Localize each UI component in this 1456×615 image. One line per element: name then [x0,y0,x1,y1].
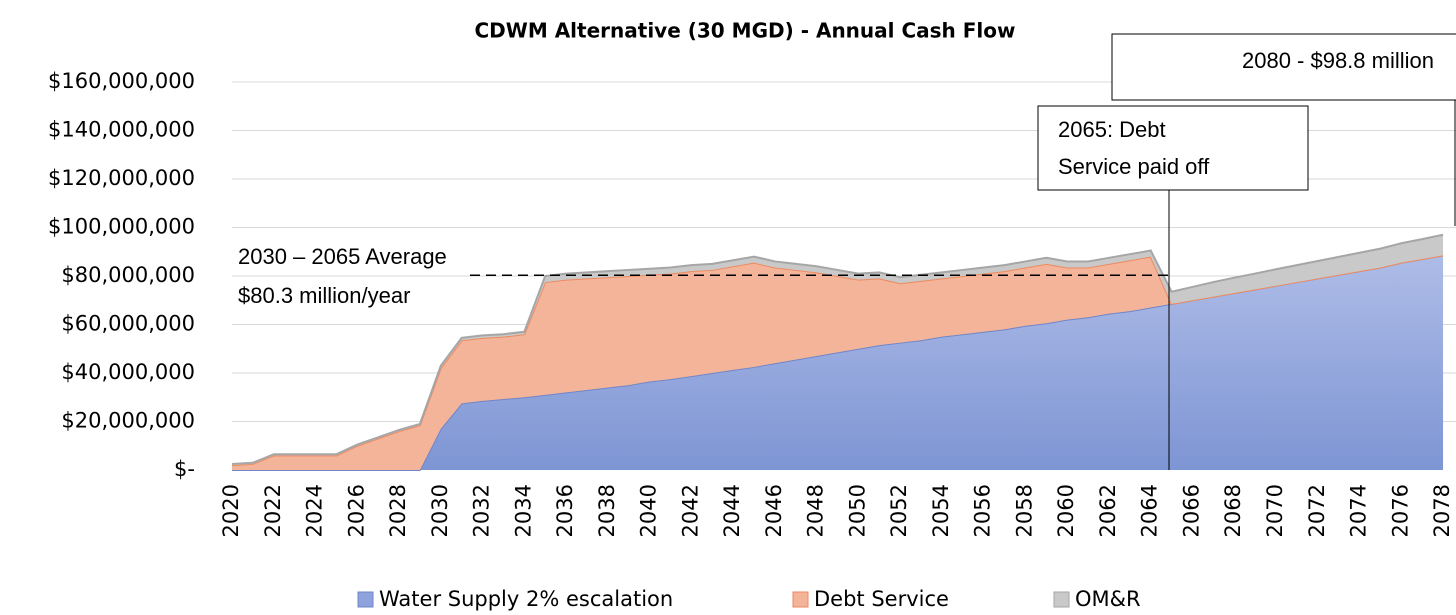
x-tick-label: 2020 [219,484,243,537]
x-tick-label: 2040 [637,484,661,537]
area-edge [231,233,1444,465]
x-tick-label: 2054 [929,484,953,537]
x-tick-label: 2064 [1138,484,1162,537]
y-tick-label: $40,000,000 [61,360,195,384]
annotation-box [1111,33,1456,101]
x-tick-label: 2066 [1179,484,1203,537]
x-tick-label: 2032 [470,484,494,537]
x-tick-label: 2062 [1096,484,1120,537]
x-tick-label: 2046 [762,484,786,537]
y-tick-label: $60,000,000 [61,312,195,336]
x-tick-label: 2026 [344,484,368,537]
annotation-box [1037,105,1309,191]
x-tick-label: 2068 [1221,484,1245,537]
annotation-text: 2080 - $98.8 million [1242,48,1434,73]
x-tick-label: 2072 [1305,484,1329,537]
annotations: 2030 – 2065 Average $80.3 million/year 208… [238,33,1456,470]
x-tick-label: 2028 [386,484,410,537]
x-tick-label: 2076 [1388,484,1412,537]
average-label: 2030 – 2065 Average [238,244,447,269]
x-tick-label: 2078 [1430,484,1454,537]
x-tick-label: 2038 [595,484,619,537]
x-tick-label: 2070 [1263,484,1287,537]
y-tick-label: $20,000,000 [61,409,195,433]
x-tick-label: 2030 [428,484,452,537]
x-tick-label: 2050 [845,484,869,537]
annotation-text: 2065: Debt [1058,117,1166,142]
x-tick-label: 2036 [553,484,577,537]
legend-swatch [357,591,374,608]
legend-swatch [792,591,809,608]
legend-label: Debt Service [814,587,949,611]
annotation-text: Service paid off [1058,154,1210,179]
y-tick-label: $100,000,000 [48,215,195,239]
x-tick-label: 2044 [720,484,744,537]
legend-label: Water Supply 2% escalation [379,587,673,611]
x-tick-label: 2074 [1347,484,1371,537]
x-tick-label: 2056 [971,484,995,537]
chart-title: CDWM Alternative (30 MGD) - Annual Cash … [475,19,1016,43]
x-tick-label: 2052 [887,484,911,537]
x-tick-label: 2034 [511,484,535,537]
areas [231,233,1444,471]
area [232,255,1444,470]
x-tick-label: 2042 [678,484,702,537]
x-tick-label: 2024 [303,484,327,537]
y-tick-label: $120,000,000 [48,166,195,190]
legend-label: OM&R [1075,587,1141,611]
y-tick-label: $140,000,000 [48,118,195,142]
average-label: $80.3 million/year [238,283,410,308]
y-tick-label: $80,000,000 [61,263,195,287]
x-tick-label: 2022 [261,484,285,537]
axes: $- $20,000,000 $40,000,000 $60,000,000 $80,0… [48,69,1454,537]
y-tick-label: $- [174,457,195,481]
y-tick-label: $160,000,000 [48,69,195,93]
legend: Water Supply 2% escalation Debt Service OM… [357,587,1141,611]
x-tick-label: 2058 [1012,484,1036,537]
legend-swatch [1053,591,1070,608]
x-tick-label: 2048 [804,484,828,537]
x-tick-label: 2060 [1054,484,1078,537]
